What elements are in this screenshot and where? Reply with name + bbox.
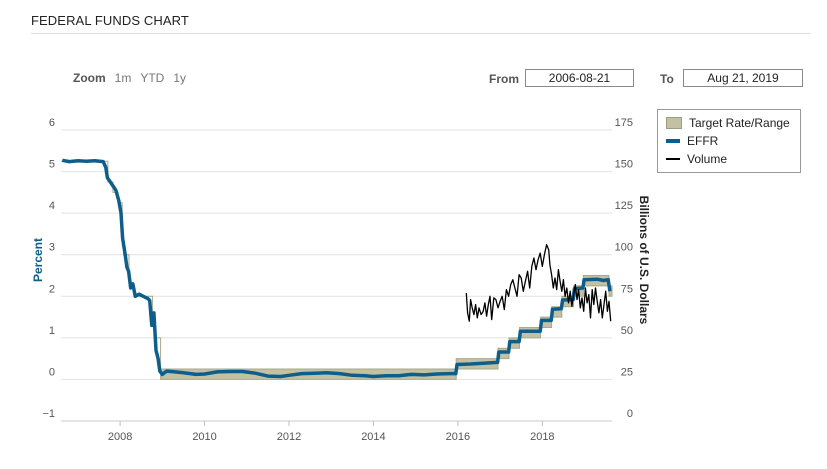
zoom-bar: Zoom 1m YTD 1y bbox=[73, 71, 186, 85]
y-axis-title: Percent bbox=[31, 238, 45, 282]
y-tick-label: 6 bbox=[49, 117, 55, 129]
x-tick-label: 2008 bbox=[108, 431, 132, 443]
zoom-ytd-button[interactable]: YTD bbox=[140, 71, 165, 85]
x-tick-label: 2018 bbox=[530, 431, 554, 443]
y2-tick-label: 0 bbox=[627, 408, 633, 420]
from-label: From bbox=[489, 72, 519, 86]
legend-item-volume[interactable]: Volume bbox=[666, 152, 727, 166]
x-tick-label: 2014 bbox=[361, 431, 385, 443]
y-tick-label: 0 bbox=[49, 366, 55, 378]
y-tick-label: 1 bbox=[49, 325, 55, 337]
zoom-label: Zoom bbox=[73, 71, 106, 85]
from-date-input[interactable] bbox=[525, 69, 634, 87]
zoom-1y-button[interactable]: 1y bbox=[173, 71, 187, 85]
target-rate-band bbox=[61, 160, 613, 380]
y2-axis-title: Billions of U.S. Dollars bbox=[637, 196, 651, 325]
y2-tick-label: 25 bbox=[621, 366, 633, 378]
volume-line bbox=[465, 244, 612, 322]
legend-item-target-rate[interactable]: Target Rate/Range bbox=[666, 116, 790, 130]
x-tick-label: 2012 bbox=[277, 431, 301, 443]
chart-legend: Target Rate/Range EFFR Volume bbox=[657, 109, 801, 173]
effr-swatch bbox=[666, 139, 680, 143]
legend-item-effr[interactable]: EFFR bbox=[666, 134, 718, 148]
title-divider bbox=[31, 33, 811, 34]
target-rate-swatch bbox=[666, 117, 682, 129]
y-tick-label: 5 bbox=[49, 159, 55, 171]
legend-label: Target Rate/Range bbox=[689, 116, 790, 130]
y-tick-label: 3 bbox=[49, 242, 55, 254]
y-tick-label: −1 bbox=[42, 408, 55, 420]
x-tick-label: 2016 bbox=[446, 431, 470, 443]
x-tick-label: 2010 bbox=[192, 431, 216, 443]
volume-swatch bbox=[666, 158, 680, 160]
effr-line bbox=[61, 158, 612, 379]
y2-tick-label: 150 bbox=[615, 159, 633, 171]
y2-tick-label: 125 bbox=[615, 200, 633, 212]
to-label: To bbox=[660, 72, 674, 86]
legend-label: Volume bbox=[687, 152, 728, 166]
y2-tick-label: 75 bbox=[621, 283, 633, 295]
y2-tick-label: 100 bbox=[615, 242, 633, 254]
page-title: FEDERAL FUNDS CHART bbox=[31, 13, 189, 28]
y2-tick-label: 50 bbox=[621, 325, 633, 337]
legend-label: EFFR bbox=[687, 134, 719, 148]
to-date-input[interactable] bbox=[683, 69, 803, 87]
y2-tick-label: 175 bbox=[615, 117, 633, 129]
zoom-1m-button[interactable]: 1m bbox=[114, 71, 132, 85]
y-tick-label: 4 bbox=[49, 200, 55, 212]
y-tick-label: 2 bbox=[49, 283, 55, 295]
